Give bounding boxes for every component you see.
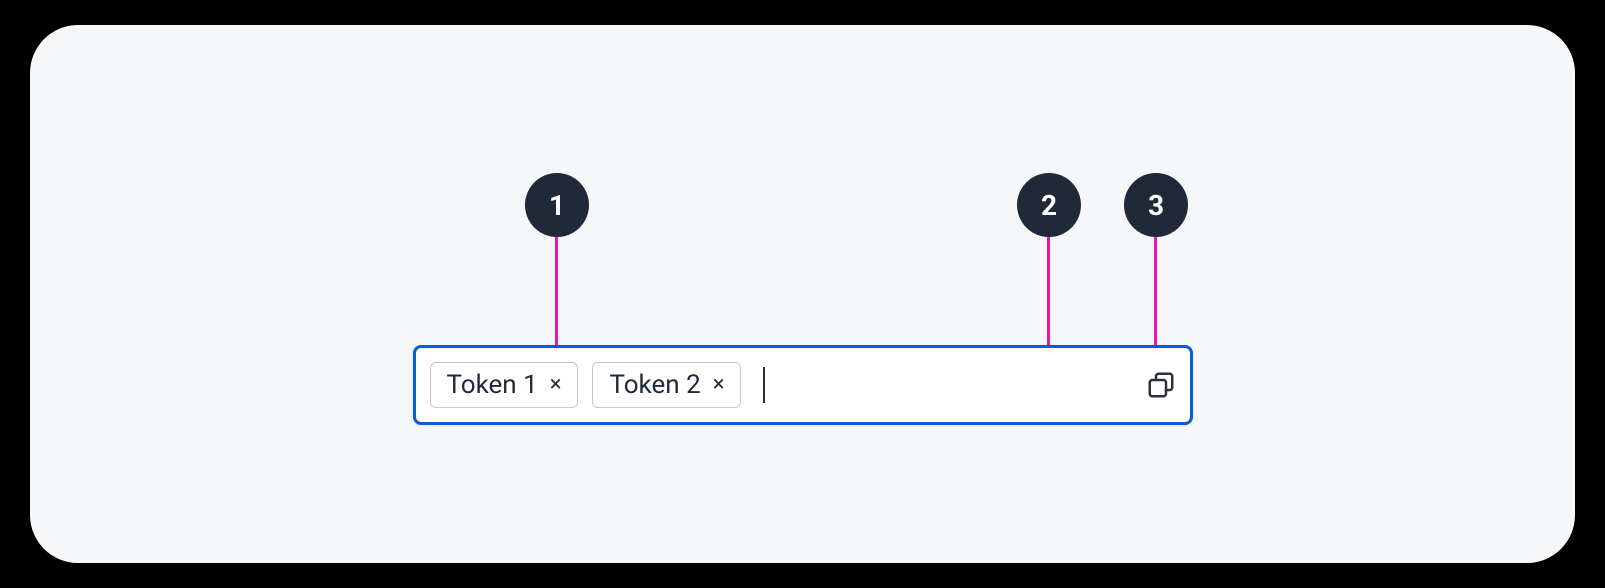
callout-label: 3: [1148, 189, 1164, 222]
callout-badge-3: 3: [1124, 173, 1188, 237]
callouts-layer: 1 2 3: [30, 25, 1575, 563]
callout-badge-1: 1: [525, 173, 589, 237]
token-2[interactable]: Token 2 ×: [592, 362, 741, 408]
callout-badge-2: 2: [1017, 173, 1081, 237]
copy-icon[interactable]: [1146, 370, 1176, 400]
token-label: Token 1: [447, 372, 538, 398]
component-wrap: Token 1 × Token 2 ×: [413, 345, 1193, 425]
callout-line-1: [555, 237, 558, 352]
token-1[interactable]: Token 1 ×: [430, 362, 579, 408]
text-caret: [763, 367, 765, 403]
token-label: Token 2: [609, 372, 700, 398]
multi-select-input[interactable]: Token 1 × Token 2 ×: [413, 345, 1193, 425]
callout-label: 2: [1041, 189, 1057, 222]
remove-token-icon[interactable]: ×: [713, 374, 725, 396]
remove-token-icon[interactable]: ×: [550, 374, 562, 396]
diagram-surface: 1 2 3 Token 1 × Token 2 ×: [30, 25, 1575, 563]
callout-label: 1: [549, 189, 565, 222]
callout-line-3: [1154, 237, 1157, 352]
